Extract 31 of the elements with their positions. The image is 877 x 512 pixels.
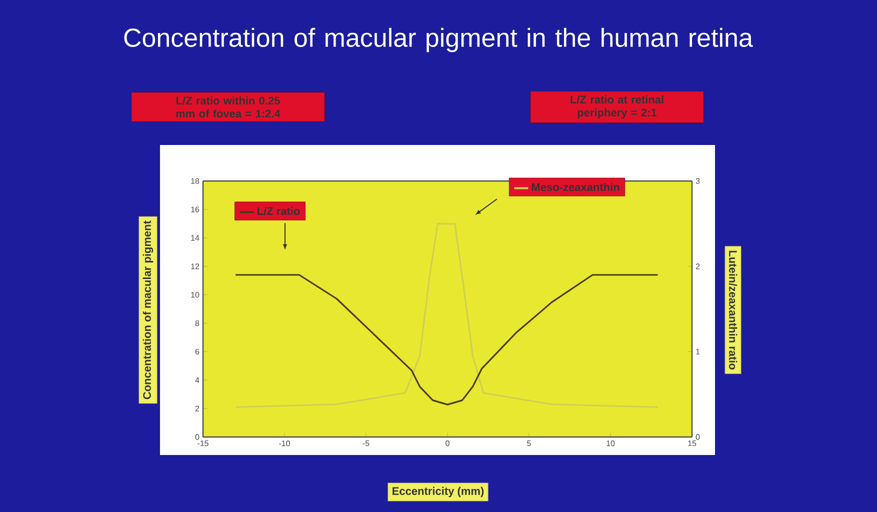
x-tick-label: 15 (688, 440, 696, 446)
y-tick-label: 14 (191, 235, 200, 241)
y-tick-label: 0 (195, 434, 200, 440)
y-tick-label: 16 (191, 206, 200, 212)
chart-title: Concentration of macular pigment in the human retina (124, 28, 753, 52)
line-series (234, 274, 659, 406)
y-tick-label: 2 (195, 406, 200, 412)
y2-tick-label: 2 (696, 264, 700, 270)
x-tick-label: -15 (198, 440, 208, 446)
text: L/Z ratio within 0.25 mm of fovea = 1:2.4 (176, 96, 280, 118)
y-axis-title: Concentration of macular pigment (142, 220, 154, 400)
y-tick-label: 18 (191, 178, 200, 184)
y2-tick-label: 1 (696, 348, 700, 354)
y2-tick-label: 0 (696, 434, 700, 440)
x-tick-label: 5 (527, 440, 531, 446)
x-tick-label: -5 (362, 440, 370, 446)
line-series (234, 222, 659, 408)
y-tick-label: 4 (195, 377, 200, 383)
legend-label: L/Z ratio (258, 206, 300, 216)
y2-axis-title: Lutein/zeaxanthin ratio (728, 250, 738, 370)
y-tick-label: 8 (195, 320, 200, 326)
x-tick-label: -10 (279, 440, 290, 446)
y-tick-label: 6 (195, 348, 200, 354)
x-tick-label: 10 (606, 440, 615, 446)
y2-tick-label: 3 (696, 178, 700, 184)
text: L/Z ratio at retinal periphery = 2:1 (570, 95, 664, 119)
x-axis-title: Eccentricity (mm) (392, 486, 484, 498)
y-tick-label: 10 (191, 292, 200, 298)
legend-label: Meso-zeaxanthin (532, 182, 620, 192)
x-tick-label: 0 (446, 440, 450, 446)
y-tick-label: 12 (191, 264, 200, 270)
